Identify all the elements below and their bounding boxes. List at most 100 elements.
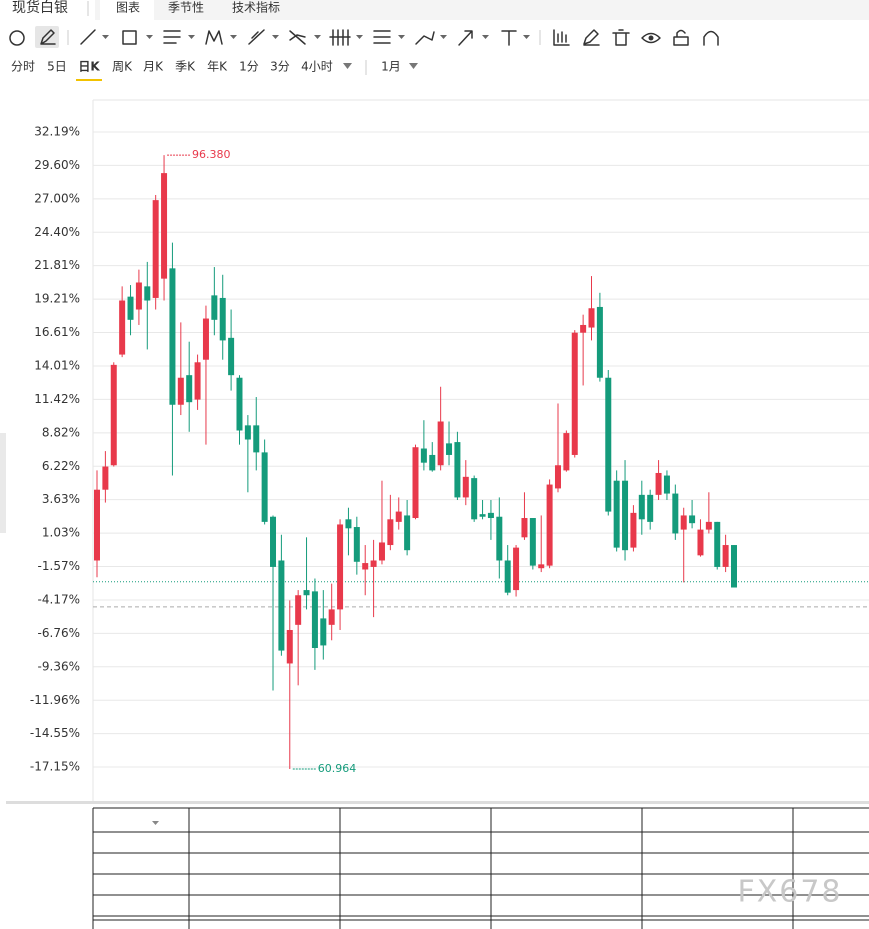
candle-body xyxy=(655,472,662,495)
candle-body xyxy=(219,297,226,341)
y-tick-label: -1.57% xyxy=(38,559,80,573)
candle-body xyxy=(479,514,486,517)
candle-body xyxy=(186,375,193,403)
dropdown-arrow[interactable] xyxy=(152,821,159,825)
candle-body xyxy=(295,595,302,625)
candle-body xyxy=(353,527,360,562)
period[interactable]: 周K xyxy=(112,60,133,74)
candle-body xyxy=(102,466,109,490)
tab[interactable]: 季节性 xyxy=(168,1,204,15)
period[interactable]: 1月 xyxy=(381,60,401,74)
selected-underline xyxy=(76,79,102,81)
candle-body xyxy=(169,268,176,405)
candle-body xyxy=(320,618,327,646)
tool-icon xyxy=(648,35,654,41)
candle-body xyxy=(161,173,168,279)
candle-body xyxy=(471,478,478,520)
candle-body xyxy=(663,475,670,494)
candle-body xyxy=(647,494,654,522)
tab-selected xyxy=(100,0,154,20)
tool-icon[interactable] xyxy=(641,32,661,44)
tool-icon[interactable] xyxy=(415,31,435,45)
side-handle[interactable] xyxy=(0,433,6,533)
tool-icon[interactable] xyxy=(122,30,137,45)
candle-body xyxy=(362,563,369,570)
tool-icon[interactable] xyxy=(248,29,265,45)
period[interactable]: 分时 xyxy=(11,60,35,74)
candle-body xyxy=(580,324,587,333)
candle-body xyxy=(420,448,427,463)
candle-body xyxy=(554,465,561,489)
y-tick-label: 3.63% xyxy=(42,492,80,506)
tool-icon[interactable] xyxy=(80,29,96,45)
period[interactable]: 月K xyxy=(143,60,164,74)
period-selected[interactable]: 日K xyxy=(78,60,100,74)
y-tick-label: 27.00% xyxy=(34,191,80,205)
y-tick-label: 14.01% xyxy=(34,359,80,373)
candle-body xyxy=(370,560,377,567)
candle-body xyxy=(613,480,620,548)
tool-icon[interactable] xyxy=(553,29,570,46)
candle-body xyxy=(462,476,469,498)
y-tick-label: -17.15% xyxy=(30,760,80,774)
candle-body xyxy=(722,545,729,567)
y-tick-label: 6.22% xyxy=(42,459,80,473)
period[interactable]: 年K xyxy=(207,60,228,74)
period[interactable]: 5日 xyxy=(47,60,67,74)
tool-icon[interactable] xyxy=(673,29,689,46)
candle-body xyxy=(622,480,629,551)
table-grid xyxy=(92,807,869,929)
y-tick-label: 29.60% xyxy=(34,158,80,172)
y-tick-label: 19.21% xyxy=(34,292,80,306)
tool-icon[interactable] xyxy=(289,30,306,45)
candle-body xyxy=(404,515,411,551)
candle-body xyxy=(605,377,612,512)
period[interactable]: 3分 xyxy=(270,60,290,74)
tool-icon[interactable] xyxy=(373,30,391,44)
period[interactable]: 1分 xyxy=(239,60,259,74)
candle-body xyxy=(337,524,344,610)
y-tick-label: 11.42% xyxy=(34,392,80,406)
tool-icon[interactable] xyxy=(612,29,630,46)
candle-body xyxy=(412,447,419,519)
period[interactable]: 季K xyxy=(175,60,196,74)
table xyxy=(92,807,869,929)
candle-body xyxy=(538,564,545,569)
candle-body xyxy=(638,494,645,520)
candle-body xyxy=(236,377,243,431)
plot: 32.19% 29.60% 27.00% 24.40% 21.81% 19.21% 16.6… xyxy=(30,125,869,775)
candle-body xyxy=(144,286,151,301)
candle-body xyxy=(487,512,494,519)
y-tick-label: 8.82% xyxy=(42,425,80,439)
tab-bar xyxy=(95,0,869,20)
title: 现货白银 xyxy=(12,0,68,16)
y-tick-label: 21.81% xyxy=(34,258,80,272)
candle-body xyxy=(630,512,637,548)
candle-body xyxy=(286,629,293,664)
tool-icon[interactable] xyxy=(40,29,56,45)
candle-body xyxy=(571,332,578,455)
tool-icon[interactable] xyxy=(703,30,719,46)
candle-body xyxy=(311,591,318,649)
candle-body xyxy=(563,433,570,471)
tool-icon[interactable] xyxy=(329,29,351,46)
candle-body xyxy=(110,364,117,466)
dropdown-arrow xyxy=(343,63,418,69)
candle-body xyxy=(378,542,385,561)
tool-icon[interactable] xyxy=(205,30,223,45)
tab[interactable]: 图表 xyxy=(116,1,140,15)
candle-body xyxy=(228,337,235,376)
period[interactable]: 4小时 xyxy=(301,60,333,74)
tool-icon[interactable] xyxy=(163,30,181,44)
candle-body xyxy=(588,308,595,328)
tool-icon[interactable] xyxy=(458,30,473,46)
tool-icon[interactable] xyxy=(9,30,25,46)
y-tick-label: -9.36% xyxy=(38,659,80,673)
candle-body xyxy=(202,318,209,360)
tool-icon[interactable] xyxy=(501,30,517,46)
y-tick-label: -4.17% xyxy=(38,593,80,607)
tab[interactable]: 技术指标 xyxy=(232,0,280,15)
tool-icon[interactable] xyxy=(583,29,600,46)
candle-body xyxy=(672,493,679,534)
